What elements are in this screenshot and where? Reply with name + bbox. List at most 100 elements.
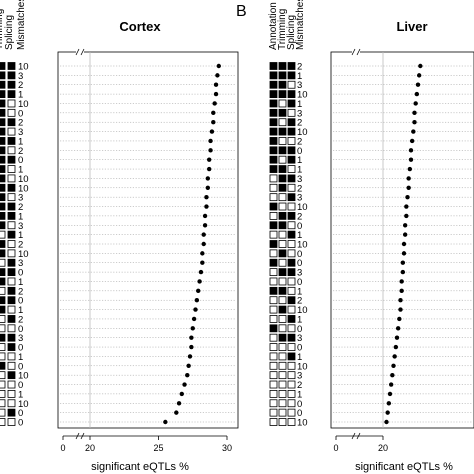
cortex-data-point [193,307,198,312]
liver-parameter-square [278,211,287,220]
cortex-data-point [201,232,206,237]
cortex-mismatches-label: 3 [18,127,23,138]
liver-parameter-square [278,221,287,230]
cortex-parameter-square [7,183,16,192]
liver-parameter-square [269,389,278,398]
cortex-parameter-square [7,146,16,155]
cortex-axis-break-mark [75,48,80,56]
cortex-mismatches-label: 0 [18,361,23,372]
liver-parameter-square [269,296,278,305]
liver-data-point [406,176,411,181]
cortex-mismatches-label: 2 [18,202,23,213]
liver-data-point [399,279,404,284]
cortex-data-point [163,419,168,425]
cortex-parameter-square [0,221,6,230]
cortex-parameter-square [0,155,6,164]
liver-parameter-square [278,202,287,211]
liver-mismatches-label: 0 [297,408,302,419]
cortex-parameter-square [7,62,16,70]
liver-parameter-square [269,193,278,202]
cortex-mismatches-label: 1 [18,305,23,316]
cortex-parameter-square [7,277,16,286]
liver-parameter-square [287,90,296,99]
liver-parameter-square [278,183,287,192]
cortex-data-point [196,288,201,294]
liver-mismatches-label: 0 [297,146,302,157]
cortex-mismatches-label: 0 [18,324,23,335]
cortex-mismatches-label: 2 [18,118,23,129]
cortex-data-point [187,354,193,359]
cortex-header-mismatches: Mismatches [16,0,27,50]
liver-parameter-square [287,71,296,80]
liver-parameter-square [278,333,287,342]
liver-parameter-square [269,183,278,192]
liver-mismatches-label: 1 [297,286,302,297]
liver-mismatches-label: 3 [297,371,302,382]
liver-data-point [413,101,418,106]
liver-data-point [412,110,417,116]
liver-mismatches-label: 3 [297,108,302,119]
liver-mismatches-label: 0 [297,258,302,269]
liver-parameter-square [278,108,287,117]
liver-parameter-square [269,155,278,164]
liver-parameter-square [287,211,296,220]
liver-data-point [408,157,414,162]
cortex-parameter-square [0,399,6,408]
liver-parameter-square [287,277,296,286]
liver-mismatches-label: 3 [297,268,302,279]
cortex-parameter-square [7,230,16,239]
liver-parameter-square [278,62,287,70]
cortex-mismatches-label: 2 [18,286,23,297]
cortex-parameter-square [0,249,6,258]
cortex-data-point [205,176,211,181]
cortex-parameter-square [7,315,16,323]
cortex-parameter-square [0,389,6,398]
cortex-axis-break-mask [76,48,84,56]
cortex-mismatches-label: 10 [18,249,29,260]
liver-mismatches-label: 2 [297,380,302,391]
liver-data-point [400,269,406,275]
cortex-mismatches-label: 0 [18,380,23,391]
liver-parameter-markers: 2131013210201132310201100030121010301103… [269,62,308,429]
cortex-parameter-square [0,230,6,239]
cortex-data-point [200,260,205,265]
liver-parameter-square [287,352,296,361]
cortex-parameter-square [7,305,16,314]
cortex-parameter-square [0,418,6,426]
liver-parameter-square [278,240,287,248]
liver-data-point [400,260,406,265]
liver-mismatches-label: 3 [297,193,302,204]
cortex-mismatches-label: 1 [18,230,23,241]
liver-parameter-square [269,333,278,342]
liver-parameter-square [278,71,287,80]
liver-parameter-square [287,118,296,127]
cortex-data-point [200,251,205,256]
liver-parameter-square [287,371,296,380]
liver-data-point [404,204,409,209]
cortex-parameter-square [0,118,6,127]
liver-mismatches-label: 1 [297,314,302,325]
cortex-parameter-square [0,258,6,267]
cortex-parameter-square [0,165,6,173]
liver-parameter-square [278,155,287,164]
liver-parameter-square [269,221,278,230]
cortex-mismatches-label: 3 [18,193,23,204]
liver-axis-break-mark [356,48,361,56]
liver-parameter-square [287,305,296,314]
liver-parameter-square [269,305,278,314]
cortex-mismatches-label: 10 [18,62,29,73]
cortex-parameter-square [7,240,16,248]
liver-data-point [391,363,396,368]
liver-header-trimming: Trimming [277,9,288,50]
cortex-parameter-square [7,333,16,342]
cortex-parameter-square [7,71,16,80]
liver-parameter-square [278,146,287,155]
liver-parameter-square [278,118,287,127]
cortex-parameter-square [7,174,16,183]
liver-parameter-square [269,211,278,220]
cortex-parameter-square [0,315,6,323]
liver-data-point [393,344,399,350]
liver-parameter-square [269,408,278,417]
